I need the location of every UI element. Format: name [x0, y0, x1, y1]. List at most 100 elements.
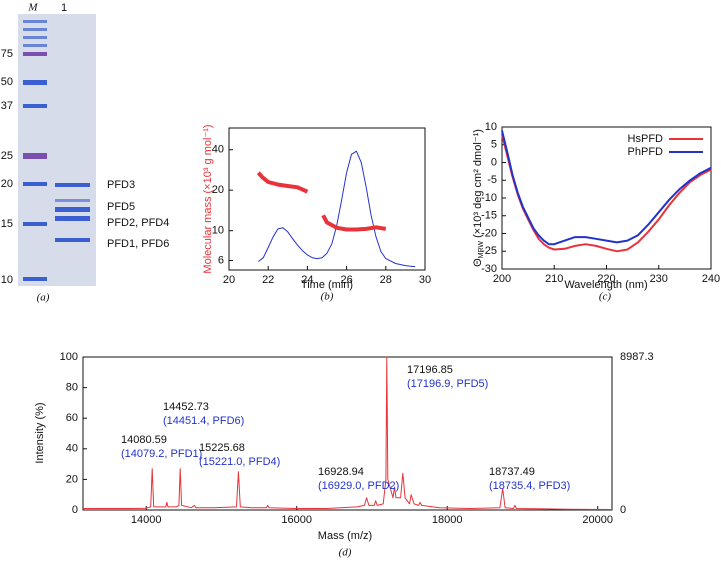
- x-tick-label: 14000: [131, 514, 162, 526]
- y-tick-label: 40: [212, 144, 224, 156]
- x-tick-label: 30: [419, 274, 431, 286]
- band: [23, 153, 47, 159]
- band-label: PFD1, PFD6: [107, 238, 169, 250]
- y-tick-label: 60: [66, 412, 78, 424]
- y-label-sub: MRW: [478, 241, 485, 259]
- y-label-text: Molecular mass (×10³ g mol⁻¹): [202, 124, 214, 273]
- annotation-note: (17196.9, PFD5): [407, 378, 488, 390]
- annotation: 14080.59: [121, 434, 167, 446]
- legend-label: HsPFD: [628, 133, 664, 145]
- y-label-text: Intensity (%): [34, 402, 46, 463]
- x-tick-label: 200: [493, 273, 511, 285]
- band-label: PFD5: [107, 201, 135, 213]
- y-axis-label: Molecular mass (×10³ g mol⁻¹): [202, 124, 214, 273]
- annotation-note: (15221.0, PFD4): [199, 456, 280, 468]
- legend-label: PhPFD: [628, 146, 664, 158]
- data-line: [256, 171, 387, 232]
- y-axis-label: Intensity (%): [34, 402, 46, 463]
- band: [55, 207, 90, 212]
- x-tick-label: 20: [223, 274, 235, 286]
- marker-label: 37: [1, 100, 13, 112]
- y-tick-label: 10: [485, 121, 497, 133]
- data-line: [83, 356, 613, 510]
- band-label: PFD3: [107, 179, 135, 191]
- y-tick-label: -15: [481, 210, 497, 222]
- band: [55, 216, 90, 221]
- marker-label: 50: [1, 76, 13, 88]
- y-label-text: Θ: [472, 258, 484, 267]
- annotation: 16928.94: [318, 466, 364, 478]
- band: [55, 183, 90, 187]
- y-tick-label: 20: [66, 473, 78, 485]
- y2-tick-label: 0: [620, 504, 626, 516]
- y-tick-label: -20: [481, 227, 497, 239]
- y-tick-label: -30: [481, 263, 497, 275]
- y-tick-label: 80: [66, 382, 78, 394]
- x-tick-label: 18000: [432, 514, 463, 526]
- band: [23, 20, 47, 23]
- plot-frame: [228, 127, 426, 271]
- gel-bands: [23, 20, 90, 281]
- marker-label: 20: [1, 178, 13, 190]
- lane-label: 1: [61, 2, 67, 14]
- annotation-note: (16929.0, PFD2): [318, 480, 399, 492]
- x-axis-label: Wavelength (nm): [564, 279, 647, 291]
- y-tick-label: 40: [66, 443, 78, 455]
- annotation: 18737.49: [489, 466, 535, 478]
- band: [23, 52, 47, 56]
- plot-frame: [501, 126, 712, 270]
- caption: (d): [339, 547, 352, 559]
- band: [23, 182, 47, 186]
- plot-frame: [82, 356, 613, 511]
- band-label: PFD2, PFD4: [107, 217, 169, 229]
- band: [55, 199, 90, 202]
- y-tick-label: 0: [491, 156, 497, 168]
- caption: (b): [321, 291, 334, 303]
- x-axis-label: Time (min): [301, 279, 353, 291]
- data-line: [258, 150, 416, 268]
- y-tick-label: -10: [481, 192, 497, 204]
- y-label-unit: (×10³ deg cm² dmol⁻¹): [472, 129, 484, 241]
- x-tick-label: 210: [545, 273, 563, 285]
- x-tick-label: 22: [262, 274, 274, 286]
- band: [23, 80, 47, 85]
- y-tick-label: 0: [72, 504, 78, 516]
- y-tick-label: 100: [60, 351, 78, 363]
- band: [55, 238, 90, 242]
- y-tick-label: 10: [212, 225, 224, 237]
- band: [23, 44, 47, 47]
- annotation-note: (14079.2, PFD1): [121, 448, 202, 460]
- x-tick-label: 28: [380, 274, 392, 286]
- marker-label: 15: [1, 218, 13, 230]
- x-tick-label: 24: [301, 274, 313, 286]
- gel-panel: M 1 75 50 37 25 20 15 10 PFD3 PFD5 PFD2,…: [1, 2, 170, 304]
- x-axis-label: Mass (m/z): [318, 530, 372, 542]
- caption: (c): [599, 291, 612, 303]
- y-tick-label: 5: [491, 139, 497, 151]
- x-tick-label: 240: [702, 273, 720, 285]
- caption: (a): [37, 292, 50, 304]
- x-tick-label: 20000: [582, 514, 613, 526]
- y2-tick-label: 8987.3: [620, 351, 654, 363]
- band: [23, 104, 47, 108]
- marker-label: 10: [1, 274, 13, 286]
- band: [23, 36, 47, 39]
- band: [23, 28, 47, 31]
- y-axis-label: ΘMRW (×10³ deg cm² dmol⁻¹): [472, 129, 485, 267]
- annotation: 14452.73: [163, 401, 209, 413]
- x-tick-label: 230: [650, 273, 668, 285]
- y-tick-label: 20: [212, 184, 224, 196]
- annotation-note: (18735.4, PFD3): [489, 480, 570, 492]
- y-tick-label: -25: [481, 245, 497, 257]
- annotation: 15225.68: [199, 442, 245, 454]
- y-tick-label: -5: [487, 174, 497, 186]
- band: [23, 277, 47, 281]
- x-tick-label: 220: [597, 273, 615, 285]
- data-line: [501, 130, 712, 246]
- annotation: 17196.85: [407, 364, 453, 376]
- band: [23, 222, 47, 226]
- x-tick-label: 16000: [281, 514, 312, 526]
- marker-label: 25: [1, 150, 13, 162]
- lane-label: M: [27, 2, 38, 14]
